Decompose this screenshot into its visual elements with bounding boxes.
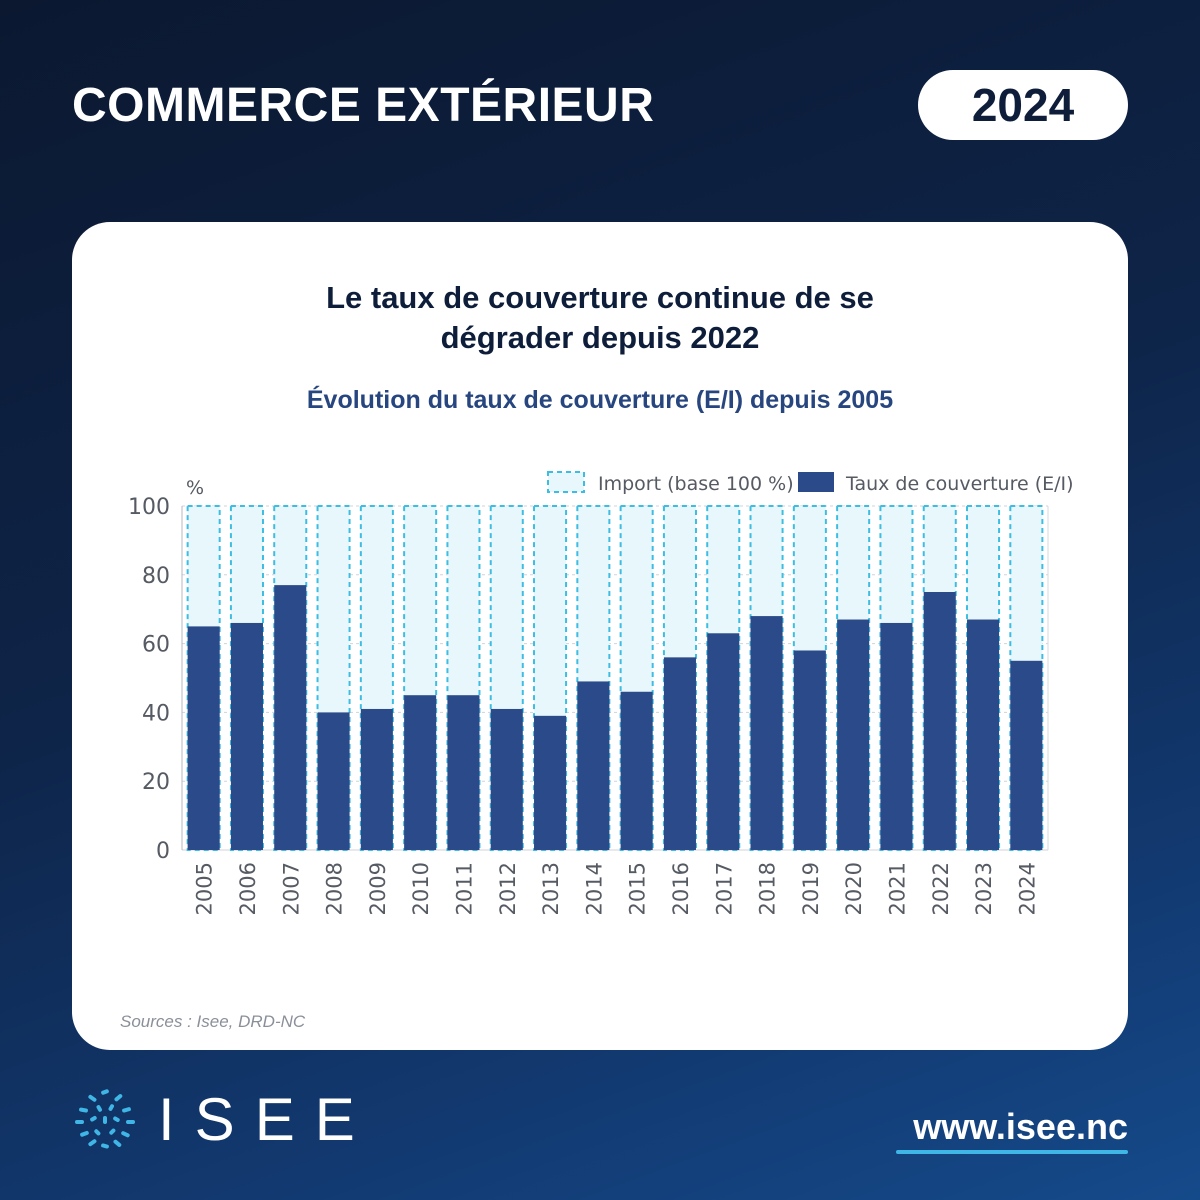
coverage-bar bbox=[274, 585, 307, 850]
coverage-bar bbox=[1010, 660, 1043, 850]
y-axis-unit: % bbox=[186, 477, 204, 499]
year-badge: 2024 bbox=[918, 70, 1128, 140]
y-tick-label: 40 bbox=[142, 701, 170, 726]
coverage-bar bbox=[577, 681, 610, 850]
x-tick-label: 2010 bbox=[409, 862, 433, 915]
x-tick-label: 2019 bbox=[799, 862, 823, 915]
x-tick-label: 2020 bbox=[842, 862, 866, 915]
legend-swatch-coverage bbox=[798, 472, 834, 492]
coverage-bar bbox=[880, 622, 913, 850]
coverage-bar bbox=[187, 626, 220, 850]
sources-note: Sources : Isee, DRD-NC bbox=[120, 1012, 306, 1031]
chart-card: Le taux de couverture continue de se dég… bbox=[72, 222, 1128, 1050]
x-tick-label: 2008 bbox=[323, 862, 347, 915]
coverage-bar bbox=[620, 691, 653, 850]
x-tick-label: 2021 bbox=[885, 862, 909, 915]
coverage-bar bbox=[750, 616, 783, 850]
coverage-bar bbox=[663, 657, 696, 850]
x-tick-label: 2023 bbox=[972, 862, 996, 915]
legend-label-import: Import (base 100 %) bbox=[598, 473, 794, 495]
x-tick-label: 2006 bbox=[236, 862, 260, 915]
coverage-bar bbox=[707, 633, 740, 850]
x-tick-label: 2022 bbox=[929, 862, 953, 915]
coverage-bar bbox=[404, 695, 437, 850]
coverage-bar bbox=[360, 708, 393, 850]
coverage-bar bbox=[923, 592, 956, 850]
coverage-bar bbox=[837, 619, 870, 850]
chart-headline-line-2: dégrader depuis 2022 bbox=[440, 320, 760, 355]
coverage-bar bbox=[534, 715, 567, 850]
x-tick-label: 2005 bbox=[193, 862, 217, 915]
bar-chart: 0 20 40 60 80 100% 2005 2006 2007 2008 2009 2010 201… bbox=[128, 471, 1074, 915]
y-tick-label: 80 bbox=[142, 564, 170, 589]
coverage-bar bbox=[967, 619, 1000, 850]
coverage-bar bbox=[230, 622, 263, 850]
y-tick-label: 100 bbox=[128, 495, 170, 520]
coverage-bar bbox=[793, 650, 826, 850]
x-tick-label: 2018 bbox=[756, 862, 780, 915]
x-tick-label: 2024 bbox=[1015, 862, 1039, 915]
legend-swatch-import bbox=[547, 471, 585, 493]
isee-logo: ISEE bbox=[74, 1084, 375, 1154]
page-title: COMMERCE EXTÉRIEUR bbox=[72, 79, 655, 132]
website-link[interactable]: www.isee.nc bbox=[913, 1106, 1128, 1147]
y-tick-label: 60 bbox=[142, 633, 170, 658]
y-tick-label: 20 bbox=[142, 770, 170, 795]
y-tick-label: 0 bbox=[156, 839, 170, 864]
chart-title: Évolution du taux de couverture (E/I) de… bbox=[306, 386, 894, 414]
x-tick-label: 2015 bbox=[626, 862, 650, 915]
isee-logo-icon bbox=[75, 1089, 135, 1149]
chart-headline: Le taux de couverture continue de se dég… bbox=[72, 278, 1128, 358]
x-tick-label: 2007 bbox=[279, 862, 303, 915]
chart-headline-line-1: Le taux de couverture continue de se bbox=[326, 280, 874, 315]
x-tick-label: 2016 bbox=[669, 862, 693, 915]
x-tick-label: 2011 bbox=[452, 862, 476, 915]
coverage-bar bbox=[490, 708, 523, 850]
coverage-bar bbox=[447, 695, 480, 850]
x-tick-label: 2012 bbox=[496, 862, 520, 915]
isee-logo-text: ISEE bbox=[158, 1085, 375, 1153]
website-underline bbox=[896, 1150, 1128, 1154]
legend-label-coverage: Taux de couverture (E/I) bbox=[845, 473, 1074, 495]
x-tick-label: 2009 bbox=[366, 862, 390, 915]
coverage-bar bbox=[317, 712, 350, 850]
x-tick-label: 2017 bbox=[712, 862, 736, 915]
x-tick-label: 2014 bbox=[582, 862, 606, 915]
x-tick-label: 2013 bbox=[539, 862, 563, 915]
